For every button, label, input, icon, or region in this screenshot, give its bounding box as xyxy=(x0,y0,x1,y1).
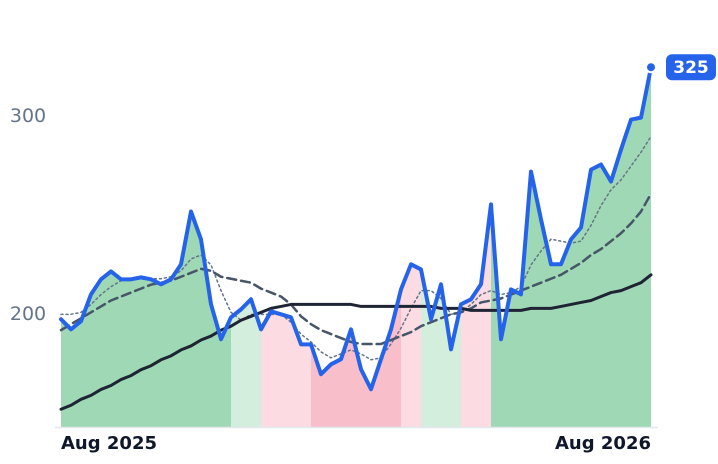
value-badge-label: 325 xyxy=(673,58,709,78)
y-tick-label: 300 xyxy=(10,105,46,127)
regime-area xyxy=(421,269,461,427)
regime-area xyxy=(231,299,261,427)
regime-area xyxy=(461,204,491,427)
regime-area xyxy=(311,289,401,427)
regime-area xyxy=(491,67,651,428)
regime-area xyxy=(261,311,311,427)
series-line xyxy=(59,273,653,411)
value-badge xyxy=(666,54,716,81)
regime-area xyxy=(61,211,231,427)
x-tick-label: Aug 2025 xyxy=(61,433,157,454)
series-line xyxy=(60,135,652,361)
x-tick-label: Aug 2026 xyxy=(555,433,651,454)
series-line xyxy=(59,65,653,392)
last-point xyxy=(645,61,657,74)
regime-area xyxy=(401,264,421,427)
y-tick-label: 200 xyxy=(10,303,46,325)
